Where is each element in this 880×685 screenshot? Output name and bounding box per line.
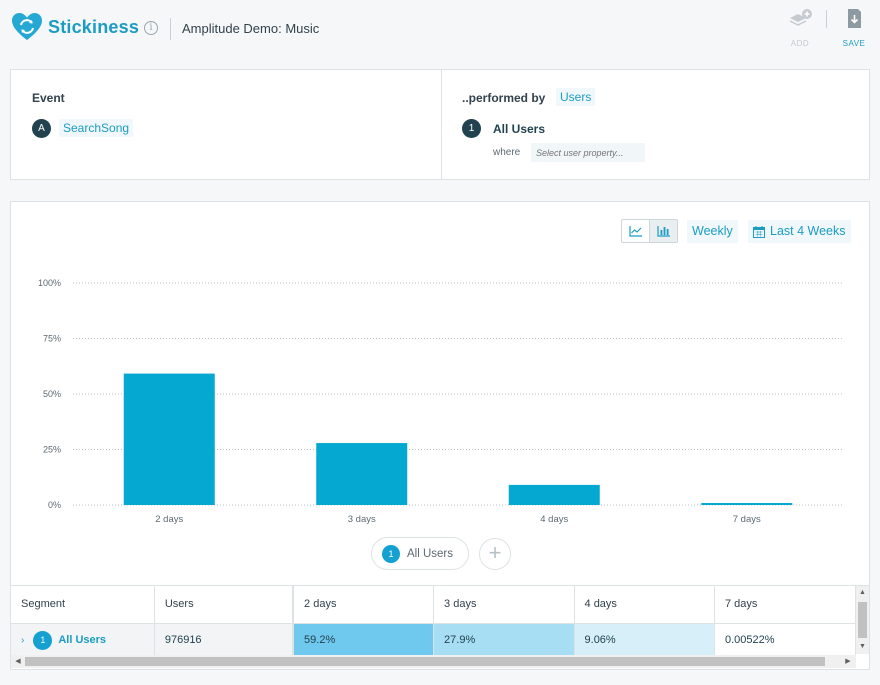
- cell-2-days: 59.2%: [293, 623, 435, 657]
- query-panel: Event A SearchSong ..performed by Users …: [10, 69, 870, 180]
- header-divider: [170, 18, 171, 40]
- expand-chevron-icon[interactable]: ›: [21, 634, 25, 646]
- legend-badge: 1: [382, 544, 400, 563]
- stickiness-logo-icon: [12, 13, 42, 40]
- y-tick-label: 100%: [38, 278, 61, 288]
- save-icon: [848, 9, 861, 28]
- x-tick-label: 4 days: [540, 514, 568, 525]
- user-property-input[interactable]: [531, 143, 645, 162]
- segment-row-badge: 1: [33, 630, 53, 650]
- users-count-cell: 976916: [154, 623, 295, 657]
- calendar-icon: [753, 225, 765, 238]
- y-tick-label: 25%: [43, 445, 61, 455]
- bar-chart-view-button[interactable]: [649, 220, 677, 242]
- horizontal-scroll-thumb[interactable]: [25, 657, 825, 666]
- page-title: Stickiness: [48, 17, 140, 37]
- cell-4-days: 9.06%: [574, 623, 716, 657]
- line-chart-icon: [629, 226, 642, 237]
- date-range-selector[interactable]: Last 4 Weeks: [748, 220, 851, 243]
- bar-chart-icon: [657, 226, 670, 237]
- line-chart-view-button[interactable]: [622, 220, 649, 242]
- y-tick-label: 75%: [43, 334, 61, 344]
- add-segment-button[interactable]: +: [479, 538, 511, 570]
- where-label: where: [493, 147, 521, 158]
- performed-by-label: ..performed by: [462, 91, 546, 105]
- segment-badge: 1: [462, 119, 481, 138]
- chart-view-toggle: [621, 219, 678, 243]
- scroll-up-arrow-icon[interactable]: ▲: [859, 589, 866, 596]
- save-label: SAVE: [842, 39, 866, 48]
- column-header-4-days[interactable]: 4 days: [574, 586, 716, 624]
- table-header-row: Segment Users 2 days 3 days 4 days 7 day…: [11, 586, 856, 624]
- add-label: ADD: [790, 39, 810, 48]
- add-to-dashboard-button[interactable]: ADD: [780, 8, 820, 48]
- chart-panel: Weekly Last 4 Weeks 0% 25% 50% 75% 100% 2 day…: [10, 201, 870, 585]
- bar: [123, 373, 215, 505]
- segment-row-name: All Users: [58, 634, 107, 647]
- data-table: Segment Users 2 days 3 days 4 days 7 day…: [10, 585, 870, 670]
- legend-label: All Users: [407, 547, 454, 560]
- header-action-divider: [826, 10, 827, 28]
- vertical-scrollbar[interactable]: ▲ ▼: [856, 586, 869, 654]
- horizontal-scrollbar[interactable]: ◀ ▶: [11, 655, 856, 668]
- project-name[interactable]: Amplitude Demo: Music: [182, 21, 320, 36]
- scroll-left-arrow-icon[interactable]: ◀: [15, 658, 21, 665]
- performed-by-selector[interactable]: Users: [556, 88, 596, 106]
- segment-name[interactable]: All Users: [493, 122, 546, 136]
- legend-item-all-users[interactable]: 1 All Users: [371, 537, 469, 570]
- vertical-scroll-thumb[interactable]: [858, 602, 867, 638]
- table-row: › 1 All Users 976916 59.2% 27.9% 9.06% 0…: [11, 623, 856, 657]
- x-tick-label: 7 days: [733, 514, 761, 525]
- event-label: Event: [32, 91, 65, 105]
- x-tick-label: 3 days: [348, 514, 376, 525]
- info-icon[interactable]: i: [144, 21, 158, 35]
- bar: [508, 484, 600, 505]
- column-header-3-days[interactable]: 3 days: [433, 586, 575, 624]
- app-header: Stickiness i Amplitude Demo: Music ADD S…: [0, 0, 880, 58]
- bar: [701, 503, 793, 505]
- column-header-2-days[interactable]: 2 days: [293, 586, 435, 624]
- column-header-7-days[interactable]: 7 days: [714, 586, 856, 624]
- cell-3-days: 27.9%: [433, 623, 575, 657]
- y-tick-label: 50%: [43, 389, 61, 399]
- date-range-label: Last 4 Weeks: [770, 224, 846, 238]
- interval-selector[interactable]: Weekly: [687, 220, 738, 243]
- scroll-right-arrow-icon[interactable]: ▶: [845, 658, 851, 665]
- y-tick-label: 0%: [48, 500, 61, 510]
- segment-cell[interactable]: › 1 All Users: [11, 623, 155, 657]
- bar: [316, 443, 408, 505]
- stickiness-bar-chart: 0% 25% 50% 75% 100% 2 days 3 days 4 days 7 days: [38, 278, 843, 525]
- cell-7-days: 0.00522%: [714, 623, 856, 657]
- column-header-segment[interactable]: Segment: [11, 586, 155, 624]
- event-selector[interactable]: SearchSong: [59, 119, 134, 137]
- x-tick-label: 2 days: [155, 514, 183, 525]
- add-dashboard-icon: [789, 9, 812, 26]
- scroll-down-arrow-icon[interactable]: ▼: [859, 643, 866, 650]
- save-button[interactable]: SAVE: [834, 8, 874, 48]
- event-badge: A: [32, 119, 51, 138]
- query-divider: [441, 70, 442, 179]
- column-header-users[interactable]: Users: [154, 586, 295, 624]
